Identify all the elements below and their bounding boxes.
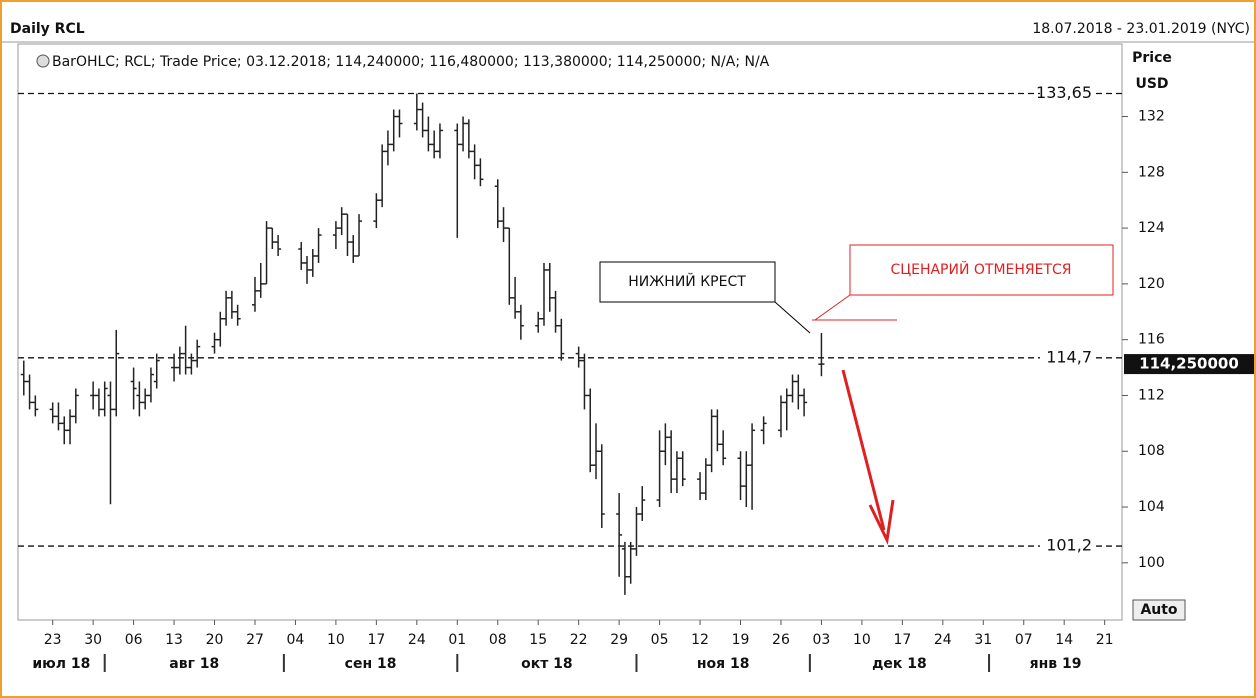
x-tick-label: 01 (448, 632, 466, 648)
arrow (841, 369, 886, 531)
x-tick-label: 17 (893, 632, 911, 648)
y-tick-label: 104 (1138, 499, 1165, 515)
x-tick-label: 05 (651, 632, 669, 648)
x-tick-label: 21 (1096, 632, 1114, 648)
clock-icon (36, 54, 50, 68)
x-tick-label: 10 (853, 632, 871, 648)
y-tick-label: 128 (1138, 164, 1165, 180)
last-price-box (1124, 354, 1254, 375)
month-label: июл 18 (32, 656, 90, 672)
chart-title: Daily RCL (10, 21, 85, 37)
month-label: авг 18 (169, 656, 219, 672)
legend-text: BarOHLC; RCL; Trade Price; 03.12.2018; 1… (52, 54, 770, 70)
y-tick-label: 124 (1138, 220, 1165, 236)
month-label: окт 18 (521, 656, 573, 672)
x-tick-label: 12 (691, 632, 709, 648)
x-tick-label: 17 (367, 632, 385, 648)
y-tick-label: 132 (1138, 109, 1165, 125)
y-tick-label: 108 (1138, 443, 1165, 459)
level-label: 114,7 (1046, 347, 1092, 366)
x-tick-label: 07 (1015, 632, 1033, 648)
x-tick-label: 24 (408, 632, 426, 648)
level-label: 133,65 (1036, 83, 1092, 102)
x-tick-label: 04 (287, 632, 305, 648)
range-text: 18.07.2018 - 23.01.2019 (NYC) (1032, 21, 1250, 37)
x-tick-label: 27 (246, 632, 264, 648)
x-tick-label: 23 (44, 632, 62, 648)
x-tick-label: 08 (489, 632, 507, 648)
x-tick-label: 30 (84, 632, 102, 648)
y-tick-label: 120 (1138, 276, 1165, 292)
month-label: янв 19 (1030, 656, 1082, 672)
x-tick-label: 29 (610, 632, 628, 648)
level-label: 101,2 (1046, 536, 1092, 555)
x-tick-label: 24 (934, 632, 952, 648)
x-tick-label: 31 (974, 632, 992, 648)
x-tick-label: 20 (206, 632, 224, 648)
auto-button[interactable] (1132, 599, 1186, 621)
annotation-leader (814, 294, 851, 321)
y-tick-label: 116 (1138, 332, 1165, 348)
y-axis-label: Price (1132, 50, 1172, 66)
annotation-box (849, 244, 1114, 296)
annotation-box (599, 261, 776, 303)
month-label: сен 18 (345, 656, 397, 672)
x-tick-label: 19 (732, 632, 750, 648)
x-tick-label: 03 (813, 632, 831, 648)
arrow-head (868, 499, 895, 546)
y-axis-unit: USD (1135, 76, 1168, 92)
last-price-label: 114,250000 (1139, 355, 1239, 373)
x-tick-label: 26 (772, 632, 790, 648)
y-tick-label: 112 (1138, 387, 1165, 403)
month-label: ноя 18 (697, 656, 750, 672)
annotation: СЦЕНАРИЙ ОТМЕНЯЕТСЯ (890, 260, 1071, 278)
plot-area (17, 43, 1123, 621)
month-label: дек 18 (872, 656, 927, 672)
x-tick-label: 06 (125, 632, 143, 648)
y-tick-label: 100 (1138, 555, 1165, 571)
annotation-leader (774, 301, 811, 334)
x-tick-label: 22 (570, 632, 588, 648)
x-tick-label: 10 (327, 632, 345, 648)
annotation: НИЖНИЙ КРЕСТ (628, 272, 746, 290)
x-tick-label: 13 (165, 632, 183, 648)
x-tick-label: 15 (529, 632, 547, 648)
x-tick-label: 14 (1055, 632, 1073, 648)
auto-button-label[interactable]: Auto (1140, 602, 1177, 618)
